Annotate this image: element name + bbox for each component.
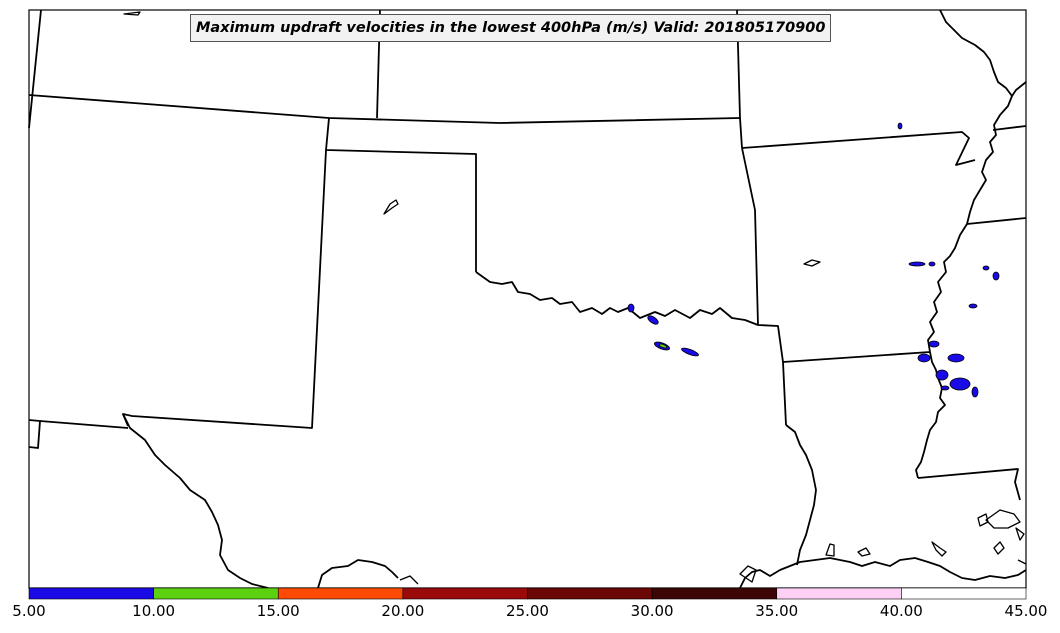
updraft-contours: [627, 122, 1000, 398]
lake: [383, 199, 399, 215]
colorbar-segment: [277, 587, 404, 600]
state-border: [736, 9, 743, 149]
updraft-cell: [897, 122, 903, 130]
state-border: [741, 147, 759, 326]
state-border: [28, 419, 41, 449]
colorbar-tick-label: 15.00: [256, 602, 300, 620]
gulf-coast: [739, 557, 1027, 589]
state-border: [122, 149, 327, 429]
coastal-detail: [399, 575, 419, 585]
colorbar-segment: [651, 587, 778, 600]
colorbar-segment: [402, 587, 528, 600]
coastal-detail: [985, 509, 1021, 529]
updraft-cell: [940, 385, 950, 391]
state-border: [782, 351, 931, 363]
state-border: [325, 117, 477, 272]
colorbar-segment: [153, 587, 279, 600]
colorbar-segment: [901, 587, 1027, 600]
colorbar-tick-label: 45.00: [1004, 602, 1048, 620]
map-title: Maximum updraft velocities in the lowest…: [190, 14, 832, 42]
state-border: [917, 468, 1021, 501]
colorbar-segment: [527, 587, 653, 600]
updraft-cell: [982, 265, 990, 271]
colorbar-tick-label: 20.00: [381, 602, 425, 620]
state-border: [39, 420, 129, 429]
state-border: [28, 9, 42, 129]
colorbar-tick-label: 35.00: [755, 602, 799, 620]
coastal-detail: [931, 541, 947, 557]
sabine-river: [785, 424, 817, 566]
updraft-cell: [935, 369, 949, 381]
updraft-cell: [928, 340, 940, 348]
updraft-cell: [947, 353, 965, 363]
updraft-cell: [968, 303, 978, 309]
coastal-detail: [1015, 527, 1025, 541]
updraft-cell: [928, 261, 936, 267]
colorbar-segment: [28, 587, 154, 600]
map-border: [28, 9, 1027, 589]
updraft-cell: [681, 347, 699, 357]
mississippi-river: [939, 9, 1027, 97]
colorbar-segment: [776, 587, 902, 600]
updraft-cell: [917, 353, 931, 363]
gulf-coast: [122, 413, 269, 589]
lake: [803, 259, 821, 267]
state-border: [28, 94, 741, 124]
coastal-detail: [977, 513, 989, 527]
updraft-cell: [992, 271, 1000, 281]
coastal-detail: [1017, 559, 1027, 565]
colorbar-tick-label: 5.00: [12, 602, 46, 620]
updraft-cell: [647, 315, 659, 325]
coastal-detail: [123, 11, 141, 16]
updraft-cell: [949, 377, 971, 391]
colorbar-tick-label: 40.00: [879, 602, 923, 620]
colorbar-tick-label: 10.00: [132, 602, 176, 620]
coastal-detail: [993, 541, 1005, 555]
updraft-cell: [908, 261, 926, 267]
coastal-detail: [825, 543, 835, 557]
colorbar-tick-label: 30.00: [630, 602, 674, 620]
updraft-cell: [627, 303, 635, 313]
red-river: [475, 271, 787, 426]
coastal-detail: [739, 565, 757, 583]
colorbar-tick-label: 25.00: [506, 602, 549, 620]
gulf-coast: [317, 559, 399, 589]
state-border: [992, 125, 1027, 131]
updraft-cell: [658, 343, 668, 349]
mississippi-river: [915, 95, 1013, 479]
coastal-detail: [857, 547, 871, 557]
state-border: [741, 131, 976, 166]
state-border: [966, 217, 1027, 225]
updraft-cell: [971, 386, 979, 398]
colorbar: [28, 587, 1027, 600]
